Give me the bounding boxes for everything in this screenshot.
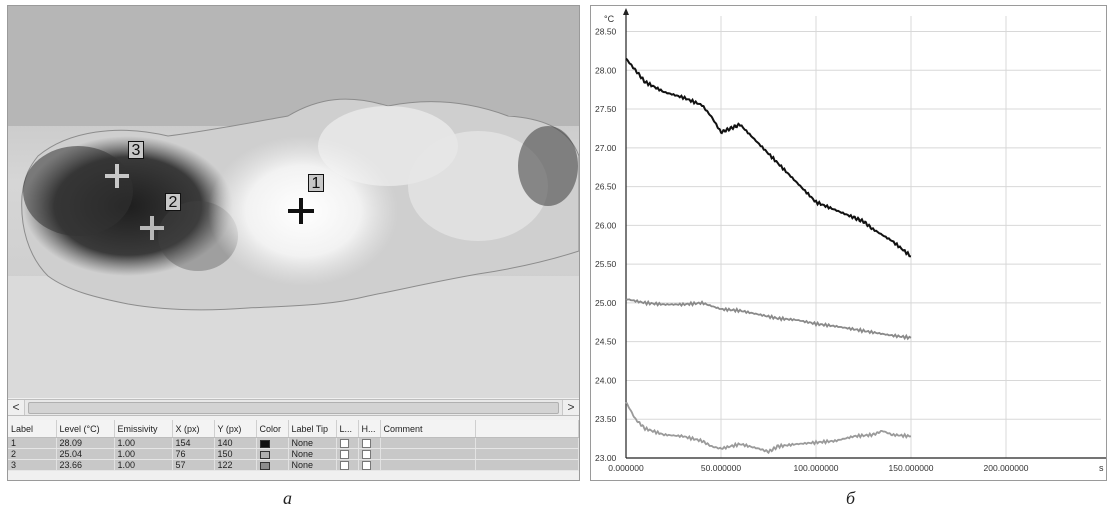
column-header[interactable]: Level (°C) <box>56 420 115 438</box>
y-tick-label: 25.50 <box>595 259 617 269</box>
y-tick-label: 28.50 <box>595 27 617 37</box>
column-header[interactable]: H... <box>358 420 381 438</box>
row-filler <box>475 448 579 461</box>
row-color <box>256 448 289 461</box>
y-axis-label: °C <box>604 14 615 24</box>
color-swatch <box>259 439 270 448</box>
row-l-check[interactable] <box>336 459 359 472</box>
column-header-filler <box>475 420 579 438</box>
y-tick-label: 23.50 <box>595 414 617 424</box>
series-line-1 <box>625 57 912 258</box>
row-label-tip: None <box>288 437 337 450</box>
series-line-3 <box>625 401 912 455</box>
scroll-thumb[interactable] <box>28 402 559 414</box>
color-swatch <box>259 450 270 459</box>
column-header[interactable]: Color <box>256 420 289 438</box>
column-header[interactable]: Label <box>8 420 57 438</box>
row-label-tip: None <box>288 459 337 472</box>
y-tick-label: 26.50 <box>595 182 617 192</box>
row-level: 28.09 <box>56 437 115 450</box>
y-tick-label: 27.00 <box>595 143 617 153</box>
y-tick-label: 27.50 <box>595 104 617 114</box>
row-y: 150 <box>214 448 257 461</box>
column-header[interactable]: Label Tip <box>288 420 337 438</box>
row-y: 122 <box>214 459 257 472</box>
row-l-check[interactable] <box>336 437 359 450</box>
row-filler <box>475 437 579 450</box>
scroll-right-button[interactable]: > <box>562 400 579 415</box>
table-row[interactable]: 3 23.66 1.00 57 122 None <box>8 459 579 472</box>
row-color <box>256 437 289 450</box>
checkbox[interactable] <box>361 461 371 470</box>
marker-2-crosshair[interactable] <box>140 216 164 240</box>
marker-1-crosshair[interactable] <box>288 198 314 224</box>
row-label-tip: None <box>288 448 337 461</box>
table-header-row: Label Level (°C) Emissivity X (px) Y (px… <box>8 420 579 438</box>
checkbox[interactable] <box>339 461 349 470</box>
row-comment[interactable] <box>380 448 476 461</box>
measurement-table: Label Level (°C) Emissivity X (px) Y (px… <box>8 420 579 472</box>
row-filler <box>475 459 579 472</box>
column-header[interactable]: L... <box>336 420 359 438</box>
checkbox[interactable] <box>339 439 349 448</box>
x-tick-label: 100.000000 <box>794 463 839 473</box>
x-tick-label: 0.000000 <box>608 463 644 473</box>
color-swatch <box>259 461 270 470</box>
row-label: 2 <box>8 448 57 461</box>
y-tick-label: 28.00 <box>595 65 617 75</box>
thermal-image-view: 1 2 3 <box>8 6 579 398</box>
checkbox[interactable] <box>361 439 371 448</box>
row-h-check[interactable] <box>358 437 381 450</box>
thermal-image-window: 1 2 3 < > Label Level (°C) Emissivity X … <box>7 5 580 481</box>
row-label: 3 <box>8 459 57 472</box>
marker-3-crosshair[interactable] <box>105 164 129 188</box>
row-comment[interactable] <box>380 437 476 450</box>
x-tick-label: 150.000000 <box>889 463 934 473</box>
column-header[interactable]: Y (px) <box>214 420 257 438</box>
row-h-check[interactable] <box>358 459 381 472</box>
row-x: 57 <box>172 459 215 472</box>
row-l-check[interactable] <box>336 448 359 461</box>
temperature-chart-svg: 23.00 23.50 24.00 24.50 25.00 25.50 26.00 26.50… <box>595 8 1106 473</box>
table-row[interactable]: 2 25.04 1.00 76 150 None <box>8 448 579 461</box>
column-header[interactable]: X (px) <box>172 420 215 438</box>
y-tick-label: 24.50 <box>595 337 617 347</box>
column-header[interactable]: Comment <box>380 420 476 438</box>
y-tick-label: 25.00 <box>595 298 617 308</box>
y-tick-label: 23.00 <box>595 453 617 463</box>
row-color <box>256 459 289 472</box>
row-level: 25.04 <box>56 448 115 461</box>
row-emissivity: 1.00 <box>114 459 173 472</box>
row-x: 76 <box>172 448 215 461</box>
checkbox[interactable] <box>339 450 349 459</box>
marker-1-label: 1 <box>308 174 324 192</box>
row-level: 23.66 <box>56 459 115 472</box>
x-axis-label: s <box>1099 463 1104 473</box>
scroll-left-button[interactable]: < <box>8 400 25 415</box>
caption-left: а <box>283 488 292 508</box>
thermal-image <box>8 6 579 398</box>
row-emissivity: 1.00 <box>114 437 173 450</box>
table-row[interactable]: 1 28.09 1.00 154 140 None <box>8 437 579 450</box>
horizontal-scrollbar[interactable]: < > <box>8 399 579 416</box>
row-x: 154 <box>172 437 215 450</box>
marker-2-label: 2 <box>165 193 181 211</box>
row-y: 140 <box>214 437 257 450</box>
temperature-chart: 23.00 23.50 24.00 24.50 25.00 25.50 26.00 26.50… <box>590 5 1107 481</box>
x-tick-label: 50.000000 <box>701 463 741 473</box>
row-comment[interactable] <box>380 459 476 472</box>
caption-right: б <box>846 488 856 508</box>
checkbox[interactable] <box>361 450 371 459</box>
x-tick-label: 200.000000 <box>984 463 1029 473</box>
row-label: 1 <box>8 437 57 450</box>
row-h-check[interactable] <box>358 448 381 461</box>
y-tick-label: 24.00 <box>595 375 617 385</box>
series-line-2 <box>625 298 912 341</box>
row-emissivity: 1.00 <box>114 448 173 461</box>
y-axis-arrow <box>623 8 629 15</box>
column-header[interactable]: Emissivity <box>114 420 173 438</box>
marker-3-label: 3 <box>128 141 144 159</box>
y-tick-label: 26.00 <box>595 220 617 230</box>
